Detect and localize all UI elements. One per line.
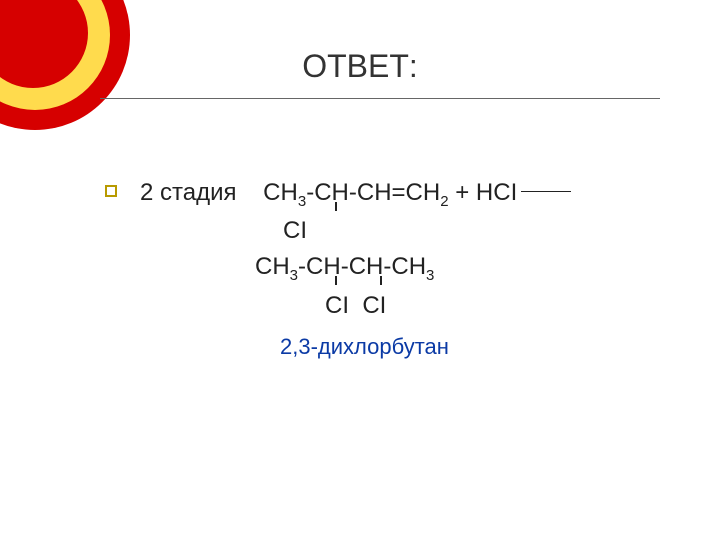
product-cl-1: CI xyxy=(325,292,349,319)
eq: = xyxy=(392,179,406,206)
product-c4-sub: 3 xyxy=(426,267,434,284)
reagent-c1: СН xyxy=(263,179,298,206)
bond-tick-1 xyxy=(335,202,337,211)
product-cl-2: CI xyxy=(362,292,386,319)
product-c1-sub: 3 xyxy=(290,267,298,284)
reagent-c4: СН xyxy=(406,179,441,206)
product-c1: СН xyxy=(255,253,290,280)
product-line: СН3-СН-СН-СН3 xyxy=(140,249,571,287)
reagent-c3: СН xyxy=(357,179,392,206)
product-name: 2,3-дихлорбутан xyxy=(140,324,571,363)
sep1: - xyxy=(306,179,314,206)
reagent-cl-line: CI xyxy=(140,213,571,249)
title-rule xyxy=(100,98,660,99)
slide-title: ОТВЕТ: xyxy=(0,48,720,85)
product-c4: СН xyxy=(391,253,426,280)
stage-label: 2 стадия xyxy=(140,179,237,206)
plus: + xyxy=(449,179,476,206)
reagent-c2: СН xyxy=(314,179,349,206)
reaction-line-1: 2 стадия СН3-СН-СН=СН2 + HCI xyxy=(140,175,571,213)
bullet-icon xyxy=(105,185,117,197)
reagent-c1-sub: 3 xyxy=(298,193,306,210)
bond-tick-2 xyxy=(335,276,337,285)
bond-tick-3 xyxy=(380,276,382,285)
hcl: HCI xyxy=(476,179,517,206)
psep1: - xyxy=(298,253,306,280)
sep2: - xyxy=(349,179,357,206)
reagent-c4-sub: 2 xyxy=(440,193,448,210)
reagent-cl: CI xyxy=(283,217,307,244)
product-cl-line: CI CI xyxy=(140,288,571,324)
reaction-block: 2 стадия СН3-СН-СН=СН2 + HCI CI СН3-СН-С… xyxy=(140,175,571,363)
product-c3: СН xyxy=(349,253,384,280)
psep2: - xyxy=(341,253,349,280)
arrow-icon xyxy=(521,191,571,193)
